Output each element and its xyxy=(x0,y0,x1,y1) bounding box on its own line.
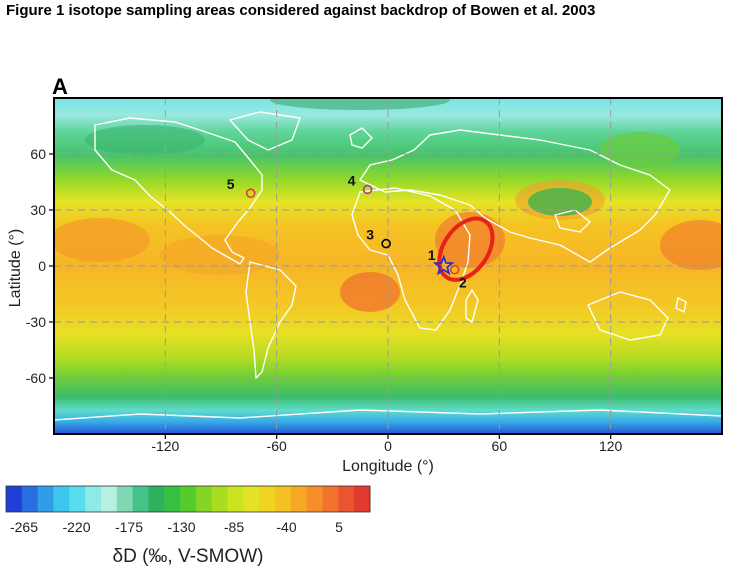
colorbar-swatch xyxy=(227,486,244,512)
colorbar-label: δD (‰, V-SMOW) xyxy=(113,546,264,567)
delta-d-field xyxy=(54,98,722,434)
colorbar-swatch xyxy=(180,486,197,512)
y-tick-label: -60 xyxy=(26,370,46,386)
x-axis-label: Longitude (°) xyxy=(342,458,434,475)
x-tick-label: 0 xyxy=(384,438,392,454)
x-tick-label: 60 xyxy=(492,438,508,454)
site-circle-marker xyxy=(381,238,391,249)
coastlines xyxy=(54,111,722,421)
colorbar-swatch xyxy=(306,486,323,512)
map-gridlines xyxy=(54,98,722,434)
colorbar-tick-label: 5 xyxy=(335,519,343,535)
colorbar-swatch xyxy=(322,486,339,512)
y-tick-label: -30 xyxy=(26,314,46,330)
y-tick-label: 0 xyxy=(38,258,46,274)
colorbar-tick-label: -175 xyxy=(115,519,143,535)
site-label: 5 xyxy=(227,176,235,192)
colorbar-swatch xyxy=(21,486,39,512)
y-axis: 60 30 0 -30 -60 xyxy=(26,146,54,386)
colorbar-swatch xyxy=(100,486,118,512)
colorbar-swatch xyxy=(354,486,371,512)
x-tick-label: 120 xyxy=(599,438,623,454)
colorbar-swatch xyxy=(85,486,102,512)
x-tick-label: -120 xyxy=(151,438,179,454)
colorbar-swatch xyxy=(116,486,134,512)
figure-title: Figure 1 isotope sampling areas consider… xyxy=(6,2,596,19)
site-label: 2 xyxy=(459,275,467,291)
colorbar-swatch xyxy=(132,486,149,512)
site-circle-marker xyxy=(362,184,373,195)
site-label: 3 xyxy=(366,227,374,243)
colorbar-tick-label: -220 xyxy=(62,519,90,535)
highlight-region-ellipse xyxy=(437,216,495,282)
colorbar-swatch xyxy=(259,486,276,512)
colorbar-swatch xyxy=(6,486,23,512)
colorbar-swatch xyxy=(195,486,213,512)
colorbar-swatch xyxy=(164,486,181,512)
colorbar-swatch xyxy=(243,486,260,512)
x-tick-label: -60 xyxy=(267,438,287,454)
colorbar-tick-label: -265 xyxy=(10,519,38,535)
site-label: 1 xyxy=(428,247,436,263)
colorbar-frame xyxy=(5,485,371,513)
x-axis: -120 -60 0 60 120 xyxy=(151,434,623,454)
site-circle-marker xyxy=(245,188,256,198)
colorbar-swatch xyxy=(69,486,86,512)
colorbar-swatch xyxy=(148,486,165,512)
colorbar: -265 -220 -175 -130 -85 -40 5 xyxy=(5,485,371,535)
colorbar-swatch xyxy=(275,486,292,512)
colorbar-swatch xyxy=(338,486,355,512)
colorbar-tick-label: -85 xyxy=(224,519,244,535)
site-circle-marker xyxy=(449,264,460,275)
y-tick-label: 60 xyxy=(30,146,46,162)
colorbar-tick-label: -40 xyxy=(276,519,296,535)
colorbar-swatch xyxy=(53,486,70,512)
site-star-marker xyxy=(432,254,455,276)
site-label: 4 xyxy=(348,172,356,188)
sampling-sites: 1 2 3 4 5 xyxy=(227,172,495,291)
panel-label: A xyxy=(52,74,68,99)
colorbar-swatch xyxy=(290,486,308,512)
colorbar-swatch xyxy=(211,486,228,512)
colorbar-swatch xyxy=(37,486,54,512)
colorbar-tick-label: -130 xyxy=(167,519,195,535)
y-axis-label: Latitude (°) xyxy=(7,229,24,307)
y-tick-label: 30 xyxy=(30,202,46,218)
